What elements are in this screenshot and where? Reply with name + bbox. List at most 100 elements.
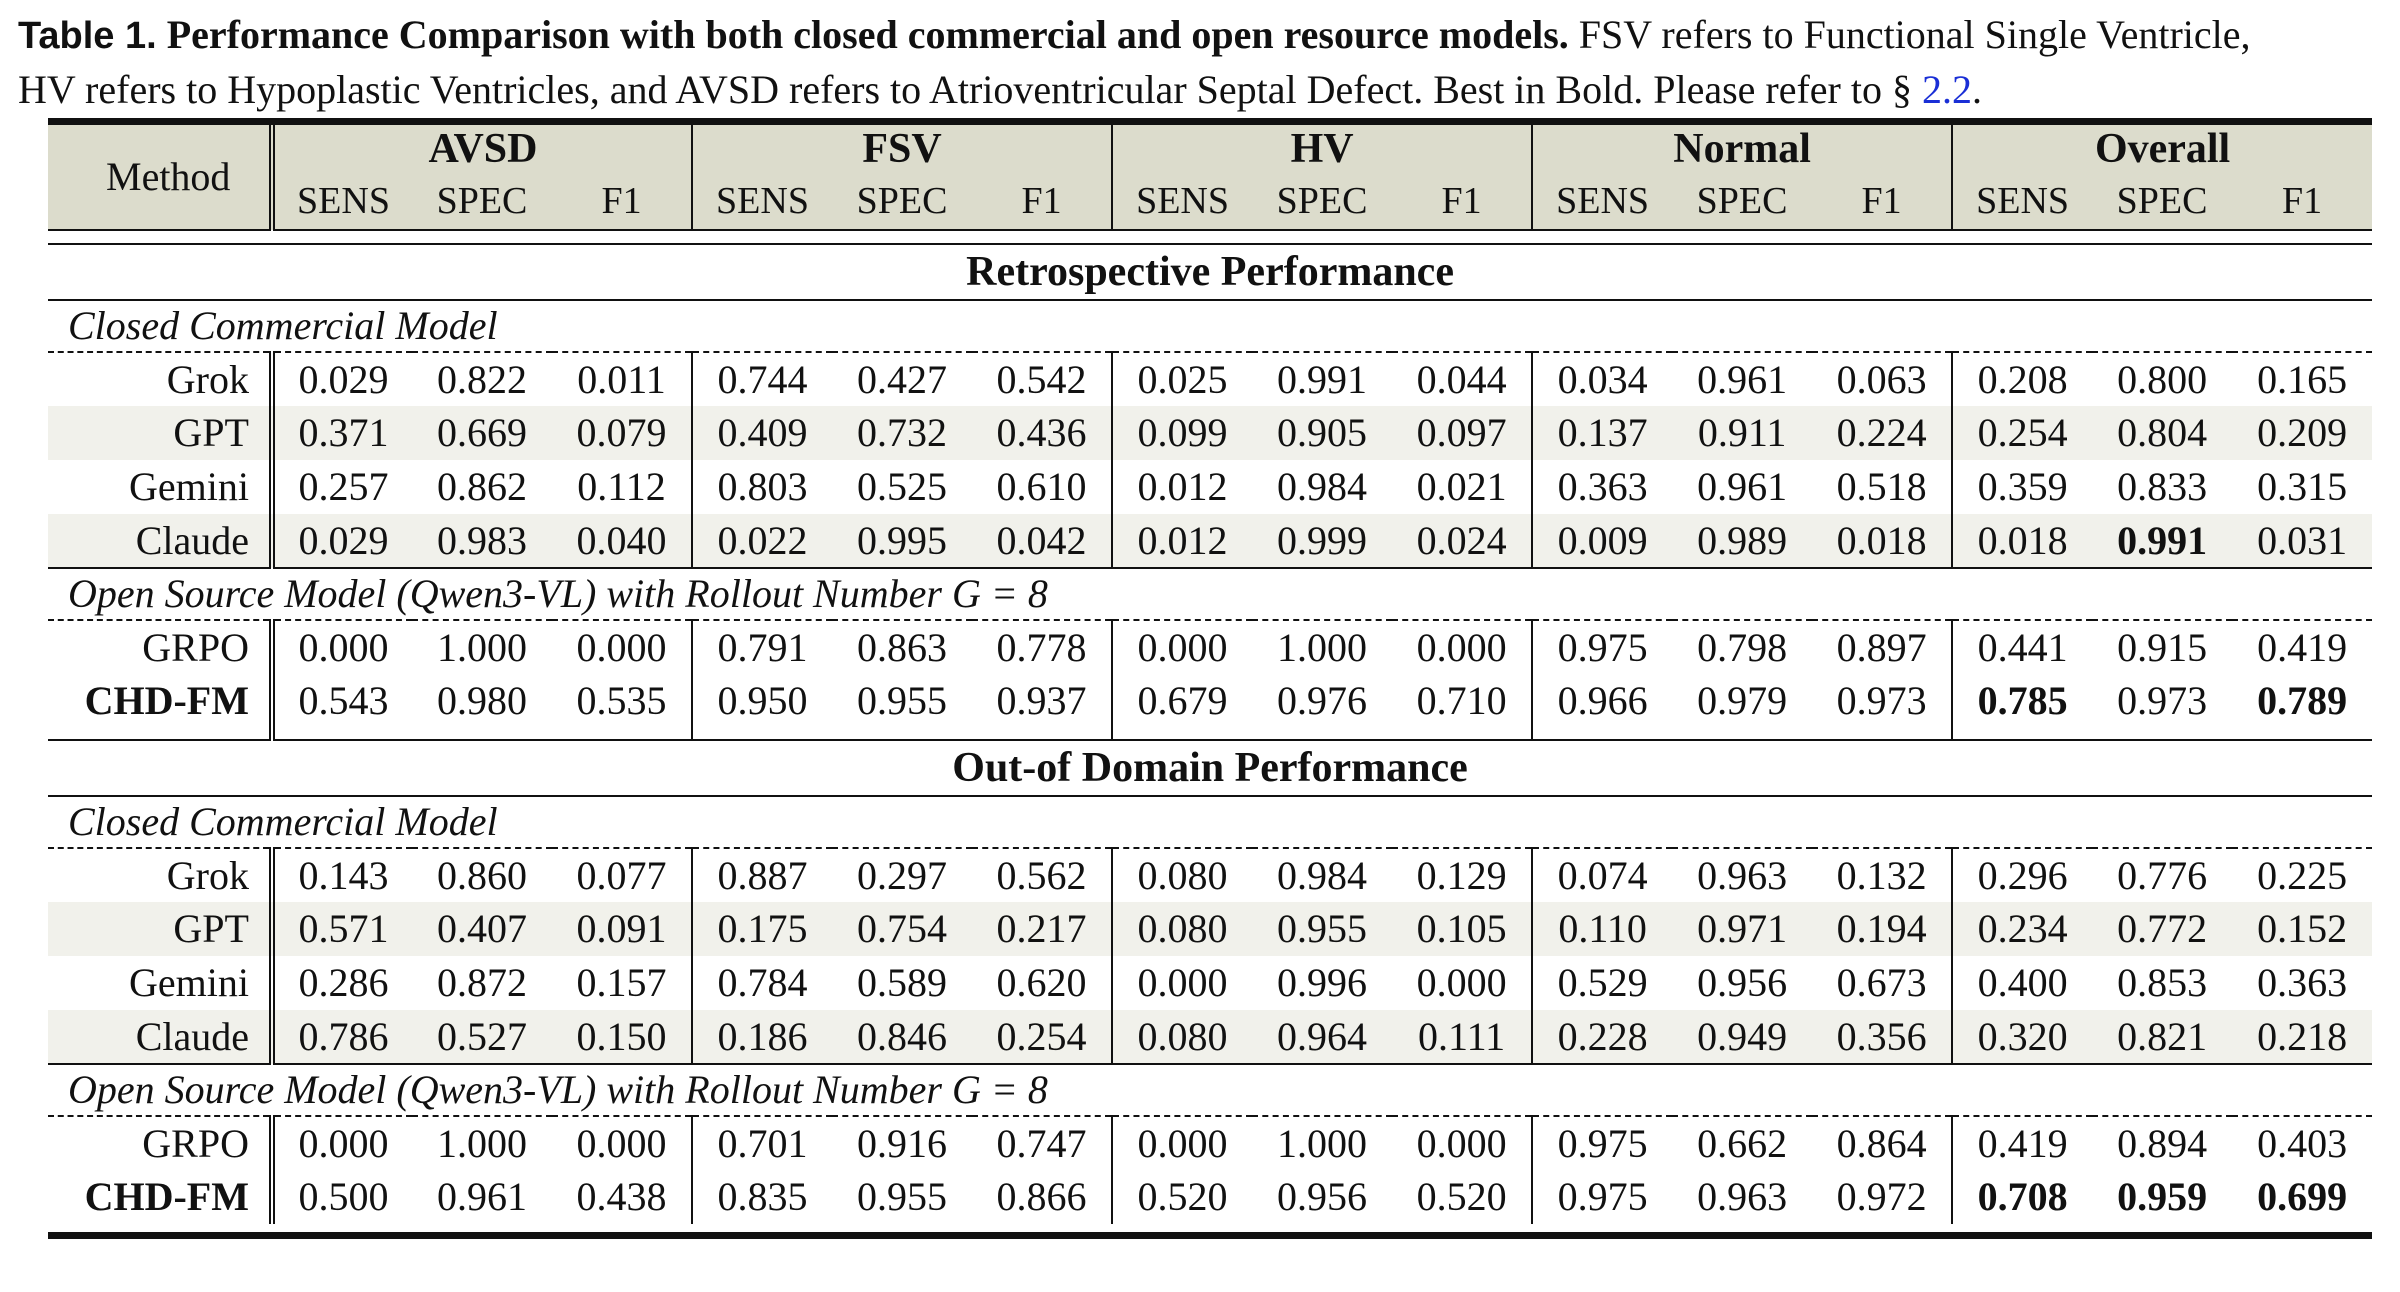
value-cell: 1.000 xyxy=(437,1120,527,1166)
table-row: Gemini 0.257 0.862 0.112 0.803 0.525 0.6… xyxy=(48,459,2372,514)
value-cell: 0.679 xyxy=(1111,673,1253,728)
method-cell: GRPO xyxy=(48,1115,275,1170)
value-cell: 0.029 xyxy=(298,356,389,402)
value-cell: 0.916 xyxy=(857,1120,948,1166)
value-cell: 0.042 xyxy=(972,513,1113,568)
value-cell: 0.000 xyxy=(1416,1120,1507,1166)
value-cell: 0.535 xyxy=(576,678,667,723)
value-cell-best: 0.708 xyxy=(1951,1169,2093,1224)
method-cell: Grok xyxy=(48,847,275,902)
value-cell: 0.407 xyxy=(412,901,552,956)
value-cell: 0.975 xyxy=(1531,619,1673,674)
value-cell: 0.984 xyxy=(1277,852,1368,898)
value-cell: 0.963 xyxy=(1697,1174,1788,1219)
group-label-row: Closed Commercial Model xyxy=(48,795,2373,849)
caption-text-b: HV refers to Hypoplastic Ventricles, and… xyxy=(18,67,1912,112)
value-cell: 0.710 xyxy=(1416,678,1507,723)
value-cell: 0.937 xyxy=(996,678,1087,723)
method-cell: Grok xyxy=(48,351,275,406)
value-cell: 0.955 xyxy=(857,1174,948,1219)
value-cell: 0.152 xyxy=(2232,901,2373,956)
table-bottom-rule xyxy=(48,1223,2373,1239)
value-cell: 0.441 xyxy=(1951,619,2093,674)
section-link[interactable]: 2.2 xyxy=(1921,67,1972,112)
value-cell: 0.137 xyxy=(1531,405,1673,460)
value-cell: 0.011 xyxy=(577,356,666,402)
value-cell: 0.620 xyxy=(996,960,1087,1005)
value-cell: 0.228 xyxy=(1531,1009,1673,1064)
table-row: Claude 0.029 0.983 0.040 0.022 0.995 0.0… xyxy=(48,513,2373,568)
value-cell: 0.562 xyxy=(996,852,1087,898)
value-cell: 0.234 xyxy=(1951,901,2093,956)
value-cell: 0.803 xyxy=(691,459,833,514)
value-cell: 0.044 xyxy=(1416,356,1507,402)
value-cell: 0.029 xyxy=(272,513,412,568)
value-cell: 0.989 xyxy=(1672,513,1813,568)
value-cell: 0.863 xyxy=(857,624,948,670)
value-cell: 0.000 xyxy=(1416,960,1507,1005)
method-cell: Gemini xyxy=(48,955,275,1010)
table-row: GPT 0.571 0.407 0.091 0.175 0.754 0.217 … xyxy=(48,901,2373,956)
section-heading-row: Retrospective Performance xyxy=(48,242,2373,301)
group-header-fsv: FSV xyxy=(691,118,1113,174)
value-cell: 0.543 xyxy=(298,678,389,723)
value-cell: 0.371 xyxy=(272,405,412,460)
value-cell: 0.995 xyxy=(832,513,973,568)
value-cell: 0.132 xyxy=(1836,852,1927,898)
tail-cell xyxy=(272,728,692,740)
value-cell: 0.320 xyxy=(1951,1009,2093,1064)
value-cell: 0.961 xyxy=(1697,464,1788,509)
value-cell: 0.897 xyxy=(1836,624,1927,670)
value-cell: 0.018 xyxy=(1951,513,2093,568)
value-cell: 0.079 xyxy=(552,405,693,460)
value-cell: 0.000 xyxy=(298,624,389,670)
value-cell: 0.589 xyxy=(857,960,948,1005)
value-cell: 0.000 xyxy=(576,1120,667,1166)
value-cell: 0.964 xyxy=(1252,1009,1393,1064)
tail-cell xyxy=(48,1223,2373,1239)
value-cell: 0.091 xyxy=(552,901,693,956)
method-cell: GPT xyxy=(48,405,275,460)
value-cell: 0.949 xyxy=(1672,1009,1813,1064)
value-cell: 0.800 xyxy=(2117,356,2208,402)
value-cell: 0.175 xyxy=(691,901,833,956)
method-cell: Claude xyxy=(48,1009,275,1064)
group-label-row: Open Source Model (Qwen3-VL) with Rollou… xyxy=(48,566,2373,621)
value-cell: 0.955 xyxy=(857,678,948,723)
metric-header: SENS xyxy=(1951,173,2093,231)
value-cell: 0.950 xyxy=(691,673,833,728)
value-cell: 0.025 xyxy=(1111,351,1253,406)
value-cell: 0.518 xyxy=(1836,464,1927,509)
value-cell-best: 0.959 xyxy=(2117,1174,2208,1219)
value-cell: 0.208 xyxy=(1951,351,2093,406)
caption-title: Performance Comparison with both closed … xyxy=(166,12,1569,57)
value-cell: 0.000 xyxy=(298,1120,389,1166)
section-title: Retrospective Performance xyxy=(48,242,2373,301)
value-cell: 0.436 xyxy=(972,405,1113,460)
value-cell: 0.157 xyxy=(576,960,667,1005)
value-cell: 1.000 xyxy=(1277,1120,1368,1166)
table-body: Retrospective Performance Closed Commerc… xyxy=(48,228,2373,1239)
value-cell: 0.915 xyxy=(2117,624,2208,670)
group-header-overall: Overall xyxy=(1951,118,2373,174)
table-row: CHD-FM 0.543 0.980 0.535 0.950 0.955 0.9… xyxy=(48,673,2372,728)
table-caption: Table 1. Performance Comparison with bot… xyxy=(18,8,2388,117)
value-cell: 0.833 xyxy=(2117,464,2208,509)
value-cell: 0.438 xyxy=(576,1174,667,1219)
value-cell: 0.520 xyxy=(1111,1169,1253,1224)
value-cell: 0.996 xyxy=(1277,960,1368,1005)
group-header-avsd: AVSD xyxy=(272,118,693,174)
value-cell: 1.000 xyxy=(1277,624,1368,670)
value-cell: 0.525 xyxy=(857,464,948,509)
section-heading-row: Out-of Domain Performance xyxy=(48,738,2373,797)
value-cell: 0.966 xyxy=(1531,673,1673,728)
value-cell: 0.000 xyxy=(1416,624,1507,670)
table-row: GRPO 0.000 1.000 0.000 0.701 0.916 0.747… xyxy=(48,1115,2372,1170)
metric-header: SPEC xyxy=(1672,173,1813,231)
method-cell: CHD-FM xyxy=(48,1169,275,1224)
value-cell: 0.853 xyxy=(2117,960,2208,1005)
table-row: CHD-FM 0.500 0.961 0.438 0.835 0.955 0.8… xyxy=(48,1169,2372,1224)
metric-header: SENS xyxy=(1111,173,1253,231)
metric-header: SPEC xyxy=(1252,173,1393,231)
value-cell: 0.529 xyxy=(1531,955,1673,1010)
